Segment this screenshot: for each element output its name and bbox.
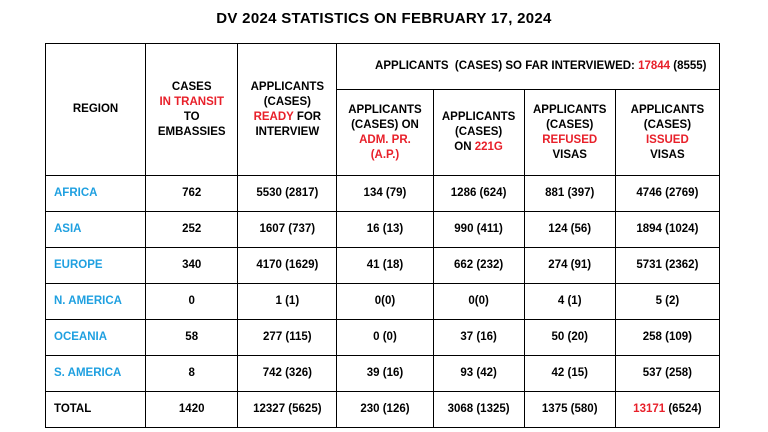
issued-cell: 4746 (2769)	[614, 175, 721, 212]
region-label: AFRICA	[54, 187, 98, 199]
header-refused: APPLICANTS (CASES) REFUSED VISAS	[523, 89, 616, 176]
total-label: TOTAL	[44, 391, 147, 428]
transit-cell: 340	[145, 247, 239, 284]
ap-cell: 230 (126)	[336, 391, 434, 428]
header-221g: APPLICANTS (CASES) ON 221G	[432, 89, 525, 176]
refused-cell: 42 (15)	[523, 355, 616, 392]
statistics-table: REGION CASES IN TRANSIT TO EMBASSIES APP…	[44, 43, 721, 428]
ap-cell: 41 (18)	[336, 247, 434, 284]
page-title: DV 2024 STATISTICS ON FEBRUARY 17, 2024	[216, 10, 552, 27]
region-cell: N. AMERICA	[44, 283, 147, 320]
region-cell: ASIA	[44, 211, 147, 248]
transit-cell: 8	[145, 355, 239, 392]
issued-cell: 5 (2)	[614, 283, 721, 320]
g221-cell: 662 (232)	[432, 247, 525, 284]
ready-cell: 5530 (2817)	[237, 175, 338, 212]
region-cell: EUROPE	[44, 247, 147, 284]
refused-cell: 124 (56)	[523, 211, 616, 248]
refused-cell: 274 (91)	[523, 247, 616, 284]
ready-cell: 1607 (737)	[237, 211, 338, 248]
g221-cell: 1286 (624)	[432, 175, 525, 212]
region-label: ASIA	[54, 223, 82, 235]
issued-cell: 1894 (1024)	[614, 211, 721, 248]
table-row: S. AMERICA 8 742 (326) 39 (16) 93 (42) 4…	[44, 355, 721, 392]
table-row: OCEANIA 58 277 (115) 0 (0) 37 (16) 50 (2…	[44, 319, 721, 356]
region-label: N. AMERICA	[54, 295, 122, 307]
region-cell: AFRICA	[44, 175, 147, 212]
table-row: EUROPE 340 4170 (1629) 41 (18) 662 (232)…	[44, 247, 721, 284]
ready-cell: 742 (326)	[237, 355, 338, 392]
ap-cell: 39 (16)	[336, 355, 434, 392]
refused-cell: 50 (20)	[523, 319, 616, 356]
ap-cell: 134 (79)	[336, 175, 434, 212]
region-label: S. AMERICA	[54, 367, 122, 379]
ready-cell: 1 (1)	[237, 283, 338, 320]
issued-cell: 13171 (6524)	[614, 391, 721, 428]
ap-cell: 0 (0)	[336, 319, 434, 356]
region-cell: S. AMERICA	[44, 355, 147, 392]
issued-cell: 537 (258)	[614, 355, 721, 392]
header-ready-for-interview: APPLICANTS (CASES) READY FOR INTERVIEW	[237, 43, 338, 176]
table-row: ASIA 252 1607 (737) 16 (13) 990 (411) 12…	[44, 211, 721, 248]
refused-cell: 881 (397)	[523, 175, 616, 212]
ap-cell: 0(0)	[336, 283, 434, 320]
transit-cell: 762	[145, 175, 239, 212]
issued-cell: 5731 (2362)	[614, 247, 721, 284]
g221-cell: 3068 (1325)	[432, 391, 525, 428]
ready-cell: 4170 (1629)	[237, 247, 338, 284]
total-row: TOTAL 1420 12327 (5625) 230 (126) 3068 (…	[44, 391, 721, 428]
refused-cell: 4 (1)	[523, 283, 616, 320]
g221-cell: 990 (411)	[432, 211, 525, 248]
ready-cell: 12327 (5625)	[237, 391, 338, 428]
transit-cell: 252	[145, 211, 239, 248]
table-row: N. AMERICA 0 1 (1) 0(0) 0(0) 4 (1) 5 (2)	[44, 283, 721, 320]
transit-cell: 58	[145, 319, 239, 356]
header-adm-processing: APPLICANTS (CASES) ON ADM. PR. (A.P.)	[336, 89, 434, 176]
ready-cell: 277 (115)	[237, 319, 338, 356]
header-issued: APPLICANTS (CASES) ISSUED VISAS	[614, 89, 721, 176]
transit-cell: 1420	[145, 391, 239, 428]
refused-cell: 1375 (580)	[523, 391, 616, 428]
issued-cell: 258 (109)	[614, 319, 721, 356]
g221-cell: 0(0)	[432, 283, 525, 320]
g221-cell: 37 (16)	[432, 319, 525, 356]
header-interviewed-group: APPLICANTS (CASES) SO FAR INTERVIEWED: 1…	[336, 43, 720, 90]
g221-cell: 93 (42)	[432, 355, 525, 392]
header-region: REGION	[44, 43, 147, 176]
region-label: OCEANIA	[54, 331, 108, 343]
transit-cell: 0	[145, 283, 239, 320]
region-label: EUROPE	[54, 259, 103, 271]
ap-cell: 16 (13)	[336, 211, 434, 248]
table-row: AFRICA 762 5530 (2817) 134 (79) 1286 (62…	[44, 175, 721, 212]
header-in-transit: CASES IN TRANSIT TO EMBASSIES	[145, 43, 239, 176]
region-cell: OCEANIA	[44, 319, 147, 356]
